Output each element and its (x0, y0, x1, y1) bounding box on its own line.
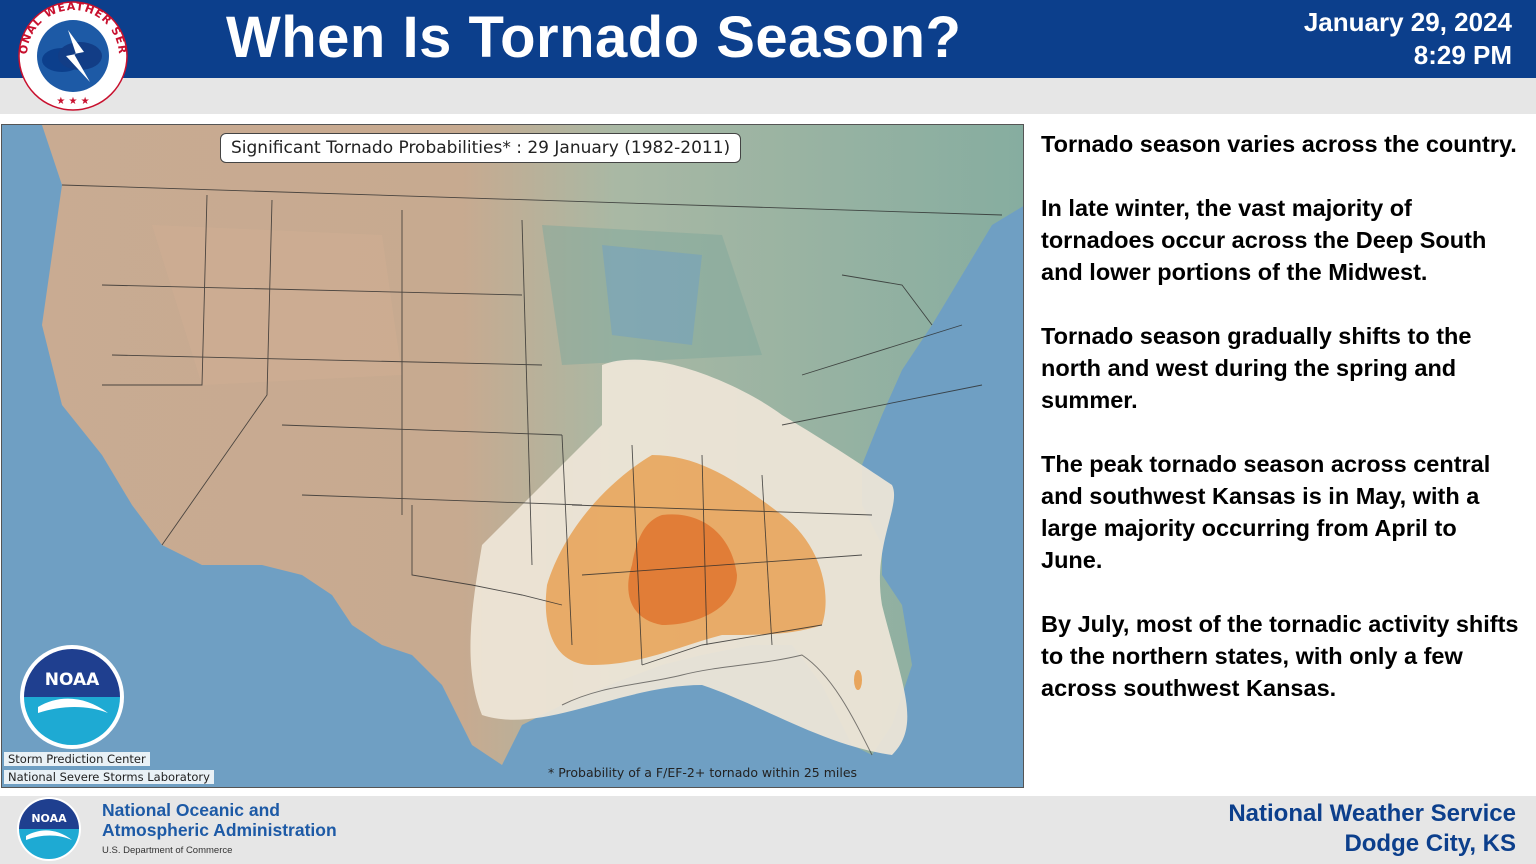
svg-text:★ ★ ★: ★ ★ ★ (56, 96, 89, 107)
paragraph-2: In late winter, the vast majority of tor… (1041, 195, 1487, 285)
state-borders (61, 184, 1003, 666)
paragraph-1: Tornado season varies across the country… (1041, 131, 1517, 157)
noaa-map-logo-icon: NOAA (18, 643, 126, 751)
nws-office-location: Dodge City, KS (1344, 830, 1516, 857)
page-title: When Is Tornado Season? (226, 5, 962, 70)
great-lakes (602, 245, 702, 345)
nws-logo-icon: NATIONAL WEATHER SERVICE ★ ★ ★ (5, 0, 136, 116)
map-credit-spc: Storm Prediction Center (4, 752, 150, 766)
text-panel: Tornado season varies across the country… (1041, 128, 1521, 736)
map-credit-nssl: National Severe Storms Laboratory (4, 770, 214, 784)
map-footnote: * Probability of a F/EF-2+ tornado withi… (548, 765, 858, 780)
paragraph-5: By July, most of the tornadic activity s… (1041, 611, 1519, 701)
paragraph-4: The peak tornado season across central a… (1041, 451, 1491, 573)
noaa-map-logo-text: NOAA (45, 670, 100, 690)
time-label: 8:29 PM (1413, 40, 1512, 70)
us-map (2, 125, 1023, 787)
footer-bar (0, 796, 1536, 864)
date-label: January 29, 2024 (1303, 7, 1512, 37)
map-title: Significant Tornado Probabilities* : 29 … (220, 133, 742, 163)
noaa-department: U.S. Department of Commerce (102, 845, 233, 856)
tornado-probability-map: Significant Tornado Probabilities* : 29 … (1, 124, 1024, 788)
probability-area-fl (854, 670, 862, 690)
noaa-name: National Oceanic and Atmospheric Adminis… (102, 800, 337, 840)
nws-office-name: National Weather Service (1228, 800, 1516, 827)
header-bar (0, 0, 1536, 78)
noaa-name-line1: National Oceanic and (102, 800, 280, 820)
nws-office: National Weather Service Dodge City, KS (1228, 799, 1516, 859)
probability-area-high (628, 514, 737, 625)
noaa-footer-logo-text: NOAA (31, 812, 67, 825)
timestamp: January 29, 2024 8:29 PM (1304, 6, 1512, 72)
paragraph-3: Tornado season gradually shifts to the n… (1041, 323, 1472, 413)
header-subbar (0, 78, 1536, 114)
noaa-name-line2: Atmospheric Administration (102, 820, 337, 840)
noaa-footer-logo-icon: NOAA (14, 796, 84, 862)
